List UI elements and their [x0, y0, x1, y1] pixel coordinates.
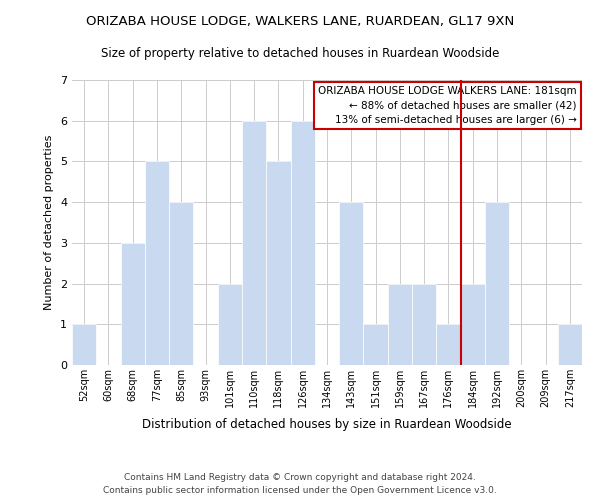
- Y-axis label: Number of detached properties: Number of detached properties: [44, 135, 55, 310]
- Bar: [558, 324, 582, 365]
- Bar: [485, 202, 509, 365]
- Text: Size of property relative to detached houses in Ruardean Woodside: Size of property relative to detached ho…: [101, 48, 499, 60]
- Bar: [461, 284, 485, 365]
- Text: Contains HM Land Registry data © Crown copyright and database right 2024.: Contains HM Land Registry data © Crown c…: [124, 474, 476, 482]
- Bar: [145, 162, 169, 365]
- X-axis label: Distribution of detached houses by size in Ruardean Woodside: Distribution of detached houses by size …: [142, 418, 512, 432]
- Bar: [364, 324, 388, 365]
- Bar: [388, 284, 412, 365]
- Text: ORIZABA HOUSE LODGE, WALKERS LANE, RUARDEAN, GL17 9XN: ORIZABA HOUSE LODGE, WALKERS LANE, RUARD…: [86, 15, 514, 28]
- Bar: [266, 162, 290, 365]
- Bar: [169, 202, 193, 365]
- Bar: [218, 284, 242, 365]
- Bar: [72, 324, 96, 365]
- Bar: [121, 243, 145, 365]
- Bar: [339, 202, 364, 365]
- Bar: [242, 120, 266, 365]
- Bar: [412, 284, 436, 365]
- Text: ORIZABA HOUSE LODGE WALKERS LANE: 181sqm
← 88% of detached houses are smaller (4: ORIZABA HOUSE LODGE WALKERS LANE: 181sqm…: [318, 86, 577, 126]
- Bar: [436, 324, 461, 365]
- Bar: [290, 120, 315, 365]
- Text: Contains public sector information licensed under the Open Government Licence v3: Contains public sector information licen…: [103, 486, 497, 495]
